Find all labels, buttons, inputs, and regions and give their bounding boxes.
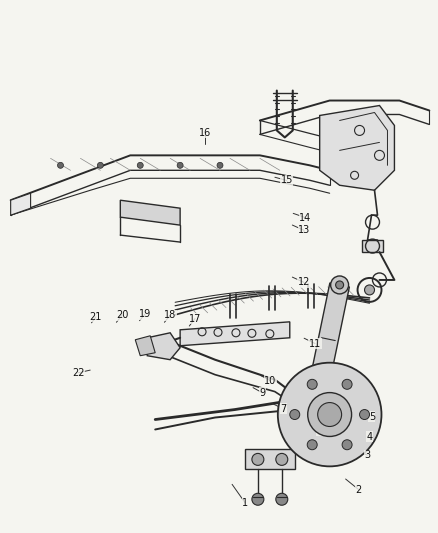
Circle shape <box>301 421 319 439</box>
Text: 5: 5 <box>369 412 375 422</box>
Text: 2: 2 <box>356 484 362 495</box>
Text: 6: 6 <box>316 425 322 435</box>
Circle shape <box>217 163 223 168</box>
Polygon shape <box>120 200 180 225</box>
Circle shape <box>308 393 352 437</box>
Text: 17: 17 <box>189 313 201 324</box>
Polygon shape <box>147 333 180 360</box>
Circle shape <box>137 163 143 168</box>
Circle shape <box>307 440 317 450</box>
Polygon shape <box>245 449 295 470</box>
Polygon shape <box>300 283 350 432</box>
Polygon shape <box>135 336 155 356</box>
Text: 21: 21 <box>90 312 102 322</box>
Polygon shape <box>320 106 395 190</box>
Text: 13: 13 <box>298 225 310 236</box>
Circle shape <box>97 163 103 168</box>
Text: 22: 22 <box>72 368 85 378</box>
Text: 15: 15 <box>280 175 293 185</box>
Circle shape <box>331 276 349 294</box>
Circle shape <box>307 379 317 389</box>
Circle shape <box>336 281 343 289</box>
Circle shape <box>57 163 64 168</box>
Circle shape <box>318 402 342 426</box>
Circle shape <box>278 362 381 466</box>
Circle shape <box>364 285 374 295</box>
Circle shape <box>177 163 183 168</box>
Text: 1: 1 <box>242 498 248 508</box>
Text: 18: 18 <box>164 310 176 320</box>
Polygon shape <box>11 193 31 215</box>
Text: 7: 7 <box>280 404 287 414</box>
Circle shape <box>342 440 352 450</box>
Circle shape <box>252 493 264 505</box>
Circle shape <box>360 409 370 419</box>
Circle shape <box>306 425 314 433</box>
Text: 12: 12 <box>298 278 311 287</box>
Text: 4: 4 <box>367 432 373 441</box>
Text: 19: 19 <box>139 309 151 319</box>
Text: 16: 16 <box>199 127 211 138</box>
Ellipse shape <box>130 205 150 219</box>
Circle shape <box>290 409 300 419</box>
Text: 10: 10 <box>265 376 277 386</box>
Circle shape <box>276 454 288 465</box>
Polygon shape <box>180 322 290 346</box>
Text: 11: 11 <box>309 338 321 349</box>
Circle shape <box>342 379 352 389</box>
Text: 3: 3 <box>364 450 371 460</box>
Text: 20: 20 <box>116 310 128 320</box>
Text: 14: 14 <box>299 213 311 223</box>
Circle shape <box>276 493 288 505</box>
Polygon shape <box>361 240 384 252</box>
Circle shape <box>252 454 264 465</box>
Text: 9: 9 <box>260 388 266 398</box>
